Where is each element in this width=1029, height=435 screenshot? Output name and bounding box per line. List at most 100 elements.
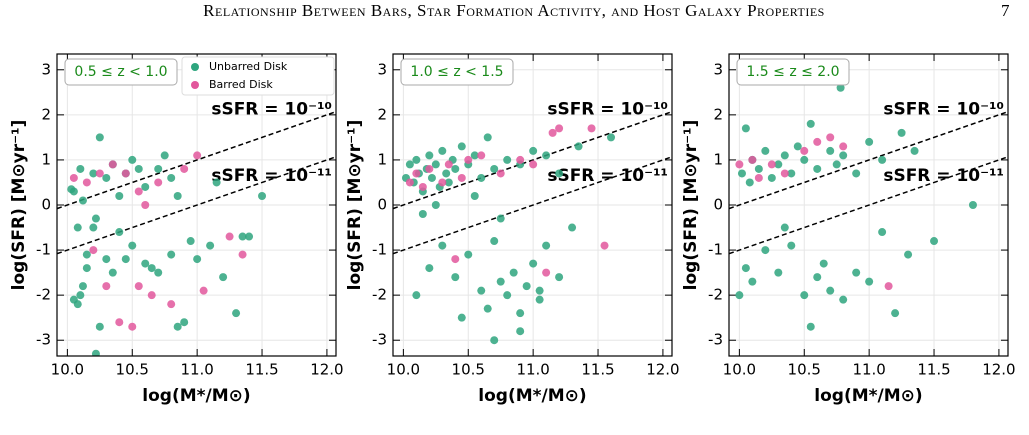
data-point xyxy=(865,277,874,286)
plot-frame xyxy=(56,53,337,357)
x-axis-label: log(M*/M⊙) xyxy=(478,386,586,406)
data-point xyxy=(173,322,182,331)
x-axis-label: log(M*/M⊙) xyxy=(142,386,250,406)
data-point xyxy=(496,277,505,286)
annotation-box xyxy=(400,58,514,86)
data-point xyxy=(108,160,117,169)
data-point xyxy=(542,151,551,160)
data-point xyxy=(767,173,776,182)
data-point xyxy=(238,250,247,259)
data-point xyxy=(535,286,544,295)
data-point xyxy=(490,237,499,246)
data-point xyxy=(741,264,750,273)
data-point xyxy=(438,241,447,250)
data-point xyxy=(748,277,757,286)
data-point xyxy=(555,169,564,178)
data-point xyxy=(806,322,815,331)
data-point xyxy=(780,169,789,178)
data-point xyxy=(95,133,104,142)
data-point xyxy=(607,133,616,142)
x-tick-label: 11.0 xyxy=(516,361,549,379)
legend-label: Barred Disk xyxy=(209,78,273,91)
page-header: Relationship Between Bars, Star Formatio… xyxy=(203,1,825,20)
data-point xyxy=(800,146,809,155)
data-point xyxy=(490,336,499,345)
data-point xyxy=(737,169,746,178)
data-point xyxy=(600,241,609,250)
data-point xyxy=(115,228,124,237)
data-point xyxy=(82,250,91,259)
data-point xyxy=(412,169,421,178)
data-point xyxy=(464,155,473,164)
data-point xyxy=(134,282,143,291)
data-point xyxy=(813,273,822,282)
x-tick-label: 12.0 xyxy=(982,361,1015,379)
panel: 10.0 10.5 11.0 11.5 12.0 -3 -2 -1 0 1 2 3 sSFR = 10⁻… xyxy=(681,53,1016,406)
data-point xyxy=(121,169,130,178)
y-tick-label: 3 xyxy=(41,60,51,78)
data-point xyxy=(741,124,750,133)
data-point xyxy=(865,137,874,146)
data-point xyxy=(238,232,247,241)
data-point xyxy=(225,232,234,241)
x-tick-label: 10.0 xyxy=(387,361,420,379)
data-point xyxy=(968,201,977,209)
data-point xyxy=(78,282,87,291)
data-point xyxy=(431,201,440,209)
y-tick-label: -1 xyxy=(36,241,51,259)
data-point xyxy=(418,182,427,191)
data-point xyxy=(438,146,447,155)
legend-label: Unbarred Disk xyxy=(209,60,288,73)
y-tick-label: -3 xyxy=(708,331,723,349)
data-point xyxy=(147,291,156,300)
data-point xyxy=(839,142,848,151)
x-tick-label: 11.5 xyxy=(917,361,950,379)
data-point xyxy=(930,237,939,246)
data-point xyxy=(477,173,486,182)
page-number: 7 xyxy=(1001,1,1010,20)
data-point xyxy=(134,164,143,173)
data-point xyxy=(839,151,848,160)
data-point xyxy=(464,250,473,259)
data-point xyxy=(735,160,744,169)
data-point xyxy=(78,196,87,205)
y-tick-label: -1 xyxy=(372,241,387,259)
data-point xyxy=(813,164,822,173)
y-tick-label: 3 xyxy=(377,60,387,78)
annotation-box xyxy=(64,58,178,86)
y-tick-label: -3 xyxy=(36,331,51,349)
data-point xyxy=(91,349,100,356)
data-point xyxy=(206,241,215,250)
data-point xyxy=(503,291,512,300)
data-point xyxy=(167,173,176,182)
plot-frame xyxy=(392,53,673,357)
data-point xyxy=(128,155,137,164)
data-point xyxy=(529,146,538,155)
data-point xyxy=(878,228,887,237)
data-point xyxy=(431,160,440,169)
data-point xyxy=(767,160,776,169)
reference-label: sSFR = 10⁻¹¹ xyxy=(883,166,1004,186)
data-point xyxy=(813,137,822,146)
panel: 10.0 10.5 11.0 11.5 12.0 -3 -2 -1 0 1 2 3 sSFR = 10⁻… xyxy=(345,53,680,406)
data-point xyxy=(193,255,202,264)
data-point xyxy=(774,160,783,169)
data-point xyxy=(477,286,486,295)
y-tick-label: -3 xyxy=(372,331,387,349)
reference-label: sSFR = 10⁻¹¹ xyxy=(211,166,332,186)
data-point xyxy=(503,155,512,164)
legend-marker xyxy=(191,81,199,89)
data-point xyxy=(878,155,887,164)
data-point xyxy=(82,264,91,273)
data-point xyxy=(438,178,447,187)
y-tick-label: -2 xyxy=(708,286,723,304)
data-point xyxy=(121,255,130,264)
data-point xyxy=(444,160,453,169)
y-tick-label: 1 xyxy=(713,150,723,168)
data-point xyxy=(451,164,460,173)
y-tick-label: 1 xyxy=(41,150,51,168)
x-tick-label: 10.0 xyxy=(723,361,756,379)
data-point xyxy=(95,322,104,331)
data-point xyxy=(212,178,221,187)
data-point xyxy=(522,282,531,291)
